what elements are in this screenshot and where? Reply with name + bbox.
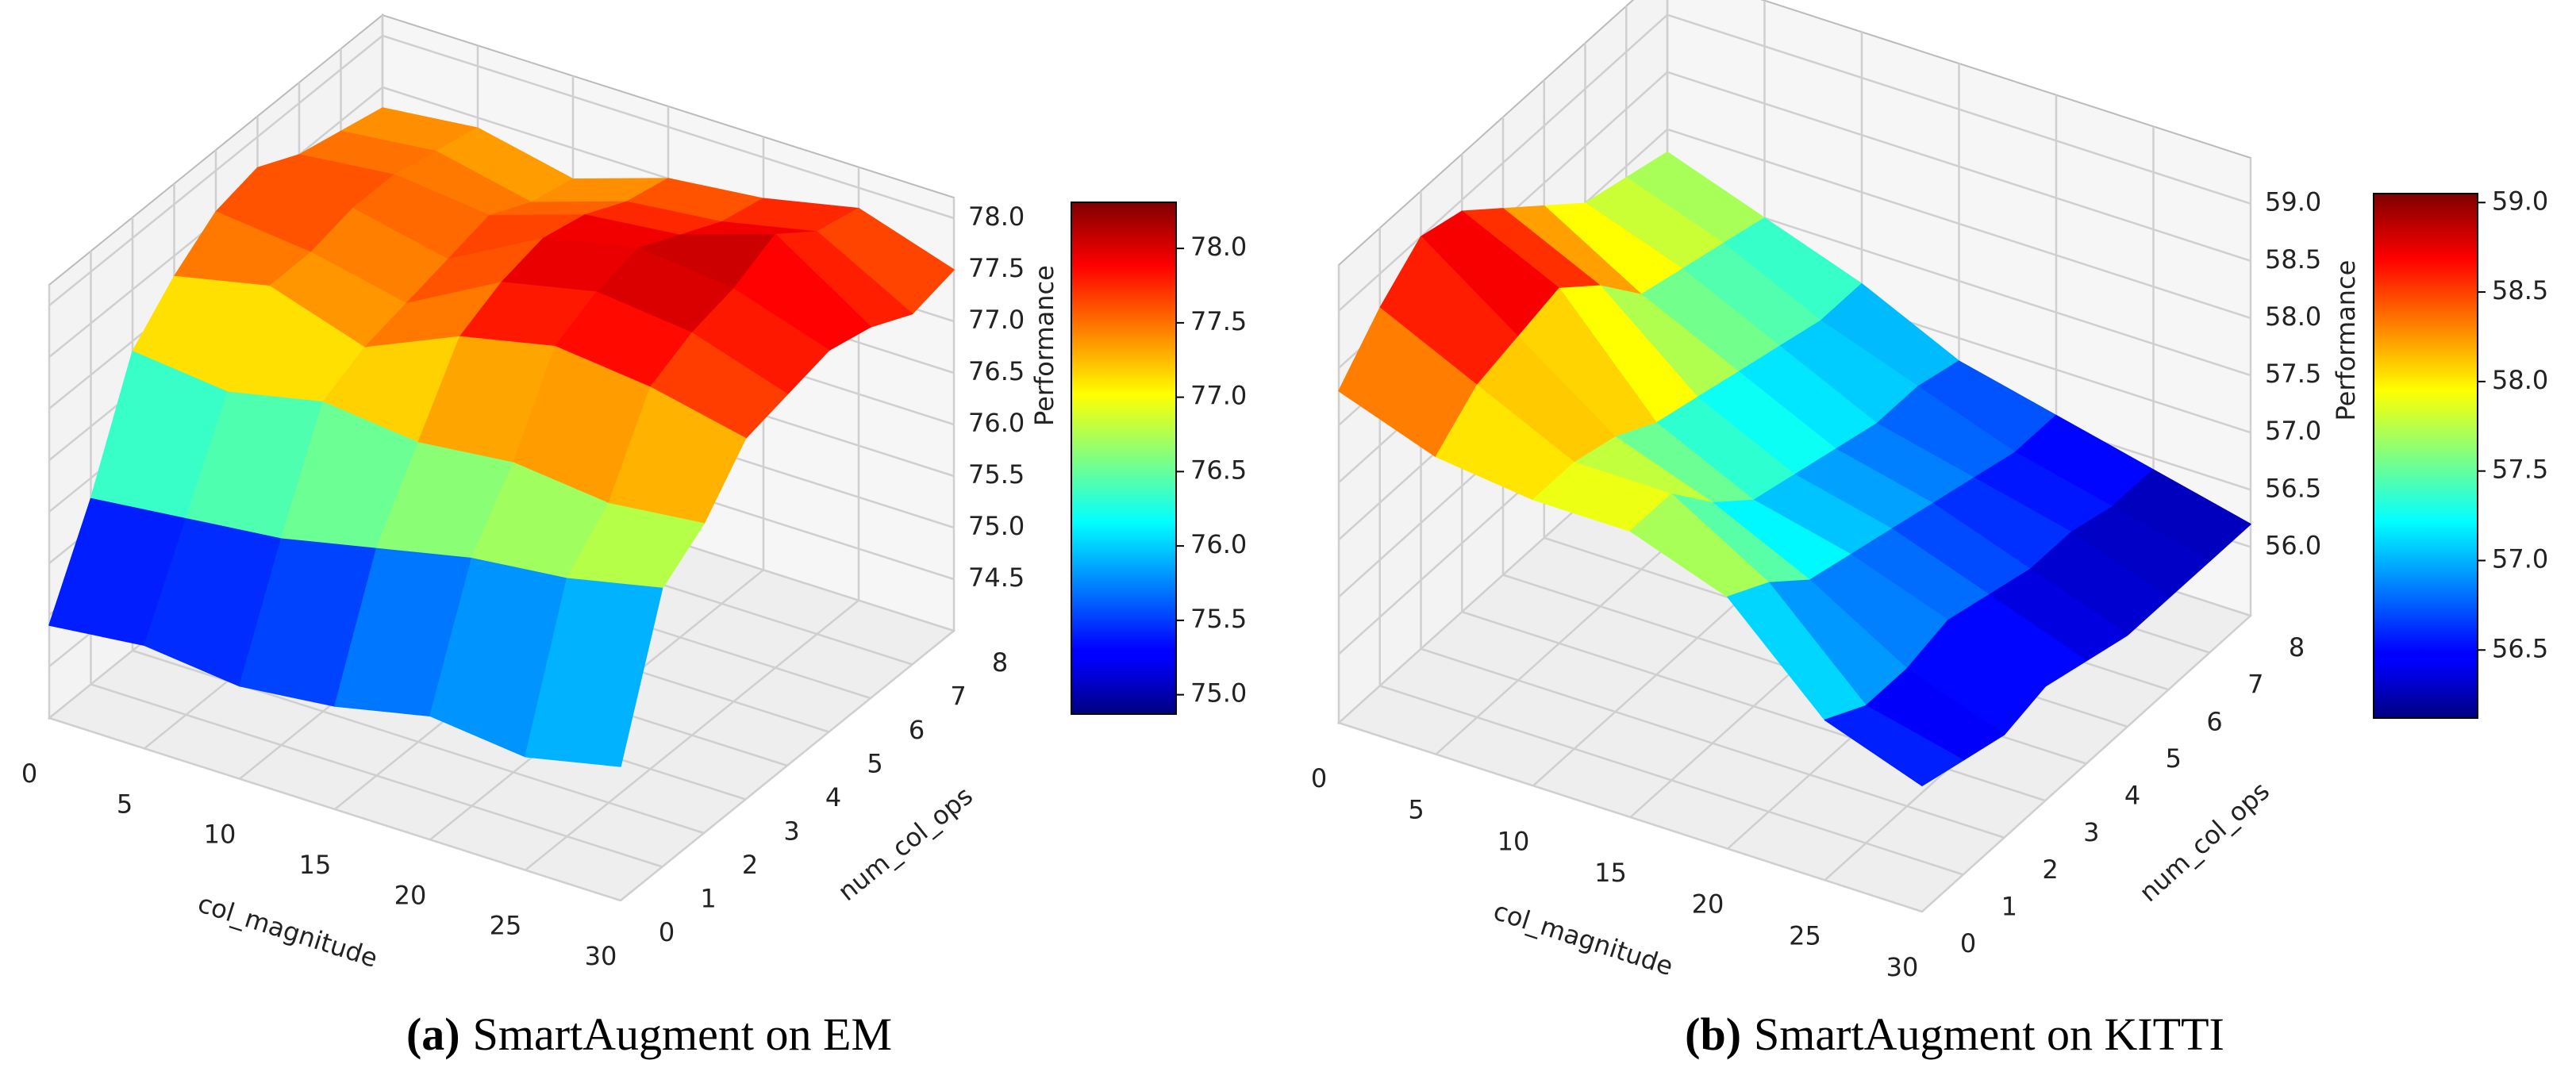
y-tick-label: 8	[992, 647, 1008, 678]
caption-label: (a)	[406, 1008, 460, 1060]
grid-line	[1338, 721, 1923, 913]
y-tick-label: 3	[783, 816, 799, 847]
y-tick-label: 1	[2001, 891, 2017, 921]
grid-line	[382, 34, 955, 220]
z-tick-label: 58.0	[2265, 301, 2321, 332]
colorbar-tick-label: 57.5	[2492, 455, 2548, 485]
colorbar-tick-label: 78.0	[1190, 232, 1247, 262]
colorbar-tick-label: 76.5	[1190, 455, 1247, 485]
z-tick-label: 58.5	[2265, 244, 2321, 275]
x-tick-label: 5	[1408, 795, 1424, 825]
z-tick-label: 76.0	[968, 408, 1025, 438]
colorbar-tick-label: 56.5	[2492, 633, 2548, 663]
x-tick-label: 30	[1886, 952, 1919, 982]
surface-patch	[525, 578, 663, 767]
z-tick-label: 75.5	[968, 459, 1025, 490]
y-tick-label: 2	[2042, 854, 2058, 885]
colorbar-tick-label: 77.5	[1190, 306, 1247, 336]
surface-patch	[1824, 705, 1964, 787]
z-tick-label: 57.0	[2265, 416, 2321, 446]
colorbar-label: Performance	[2331, 260, 2361, 421]
y-tick-label: 6	[909, 715, 925, 745]
x-tick-label: 20	[394, 880, 427, 910]
x-tick-label: 0	[21, 758, 37, 789]
x-tick-label: 20	[1692, 889, 1724, 920]
grid-line	[90, 683, 663, 868]
x-tick-label: 25	[490, 911, 522, 941]
surface-chart: 05101520253001234567856.056.557.057.558.…	[1311, 0, 2548, 1060]
surface-chart: 05101520253001234567874.575.075.576.076.…	[21, 13, 1247, 1060]
z-tick-label: 59.0	[2265, 187, 2321, 217]
colorbar-tick-label: 58.5	[2492, 275, 2548, 305]
grid-line	[1338, 13, 1668, 312]
z-tick-label: 77.0	[968, 305, 1025, 335]
colorbar-tick-label: 58.0	[2492, 365, 2548, 395]
z-tick-label: 57.5	[2265, 359, 2321, 389]
y-tick-label: 7	[950, 682, 966, 712]
y-tick-label: 7	[2247, 670, 2263, 700]
colorbar	[1071, 202, 1177, 715]
z-tick-label: 75.0	[968, 511, 1025, 541]
colorbar-tick-label: 57.0	[2492, 543, 2548, 574]
y-tick-label: 5	[2166, 743, 2182, 774]
caption: (b) SmartAugment on KITTI	[1685, 1008, 2224, 1060]
grid-line	[1667, 13, 2251, 205]
y-tick-label: 2	[742, 850, 758, 880]
x-tick-label: 5	[117, 789, 133, 819]
y-tick-label: 8	[2289, 632, 2305, 662]
z-tick-label: 78.0	[968, 202, 1025, 232]
y-axis-label: num_col_ops	[2133, 776, 2275, 908]
x-tick-label: 10	[1498, 826, 1530, 856]
y-tick-label: 4	[2124, 781, 2140, 811]
x-tick-label: 15	[1594, 858, 1627, 888]
y-tick-label: 4	[825, 782, 841, 812]
x-axis-label: col_magnitude	[194, 888, 382, 974]
z-tick-label: 74.5	[968, 563, 1025, 593]
y-tick-label: 0	[659, 917, 675, 947]
x-tick-label: 15	[299, 850, 332, 880]
caption: (a) SmartAugment on EM	[406, 1008, 892, 1060]
y-tick-label: 1	[700, 884, 716, 914]
colorbar-tick-label: 75.5	[1190, 604, 1247, 634]
x-axis-label: col_magnitude	[1490, 896, 1676, 981]
z-tick-label: 77.5	[968, 253, 1025, 283]
grid-line	[1379, 685, 1964, 876]
caption-text: SmartAugment on KITTI	[1754, 1008, 2224, 1060]
x-tick-label: 10	[204, 820, 236, 850]
colorbar-label: Performance	[1029, 265, 1059, 426]
z-tick-label: 76.5	[968, 356, 1025, 386]
y-tick-label: 6	[2206, 706, 2222, 736]
grid-line	[1667, 128, 2251, 320]
grid-line	[48, 716, 621, 902]
y-tick-label: 0	[1960, 928, 1976, 958]
y-tick-label: 5	[867, 749, 882, 779]
x-tick-label: 25	[1789, 920, 1821, 951]
colorbar	[2373, 193, 2478, 719]
x-tick-label: 30	[585, 941, 617, 971]
colorbar-tick-label: 59.0	[2492, 186, 2548, 216]
x-tick-label: 0	[1311, 763, 1327, 793]
z-tick-label: 56.0	[2265, 530, 2321, 560]
y-axis-label: num_col_ops	[832, 781, 978, 907]
colorbar-tick-label: 77.0	[1190, 381, 1247, 411]
z-tick-label: 56.5	[2265, 473, 2321, 503]
caption-label: (b)	[1685, 1008, 1741, 1060]
y-tick-label: 3	[2083, 817, 2099, 847]
caption-text: SmartAugment on EM	[473, 1008, 892, 1060]
colorbar-tick-label: 76.0	[1190, 529, 1247, 559]
colorbar-tick-label: 75.0	[1190, 678, 1247, 709]
grid-line	[1421, 647, 2005, 839]
grid-line	[48, 35, 383, 306]
grid-line	[1667, 71, 2251, 263]
